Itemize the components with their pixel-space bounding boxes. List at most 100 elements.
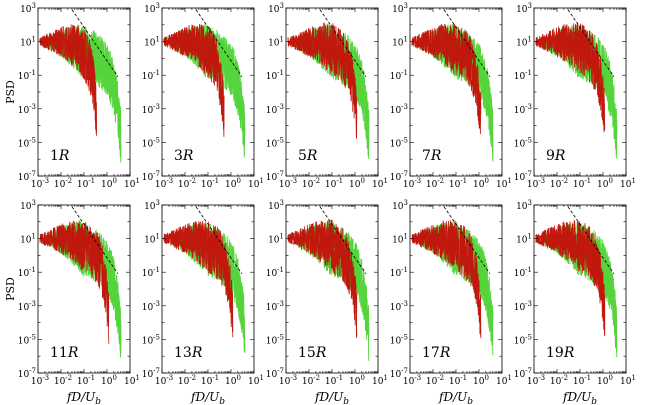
reference-line: [443, 9, 491, 78]
series-red: [287, 22, 358, 138]
x-tick-label: 10-3: [31, 374, 49, 387]
y-tick-label: 103: [144, 2, 160, 15]
y-tick-label: 101: [20, 233, 36, 246]
y-tick-label: 10-5: [390, 136, 408, 149]
y-tick-label: 10-3: [514, 300, 532, 313]
y-tick-label: 101: [144, 36, 160, 49]
x-tick-label: 10-3: [155, 177, 173, 190]
reference-line: [195, 206, 243, 275]
y-tick-label: 10-1: [390, 69, 408, 82]
plot-area: [535, 206, 618, 358]
y-tick-label: 103: [268, 2, 284, 15]
series-red: [411, 220, 482, 339]
x-tick-label: 101: [496, 374, 512, 387]
plot-area: [411, 9, 494, 162]
panel-label: 17R: [422, 345, 451, 361]
y-tick-label: 103: [516, 199, 532, 212]
x-tick-label: 10-2: [302, 374, 320, 387]
x-axis-label: fD/Ub: [314, 390, 349, 405]
y-tick-label: 10-5: [266, 333, 284, 346]
x-axis-label: fD/Ub: [438, 390, 473, 405]
panel-19R: 10-3 10-2 10-1 100 101 10-7 10-5 10-3 10-1 101 103…: [514, 199, 636, 405]
x-tick-label: 101: [248, 177, 264, 190]
y-tick-label: 10-7: [18, 367, 36, 380]
x-tick-label: 10-1: [449, 177, 467, 190]
y-tick-label: 10-3: [390, 300, 408, 313]
y-tick-label: 10-5: [18, 136, 36, 149]
x-tick-label: 100: [349, 374, 365, 387]
x-tick-label: 100: [101, 177, 117, 190]
y-tick-label: 10-1: [266, 69, 284, 82]
panel-15R: 10-3 10-2 10-1 100 101 10-7 10-5 10-3 10-1 101 103…: [266, 199, 388, 405]
x-tick-label: 10-2: [54, 374, 72, 387]
y-tick-label: 10-7: [390, 170, 408, 183]
x-axis-label: fD/Ub: [190, 390, 225, 405]
y-tick-label: 10-1: [142, 266, 160, 279]
panel-label: 1R: [50, 148, 70, 164]
x-tick-label: 10-3: [279, 177, 297, 190]
panel-label: 13R: [174, 345, 203, 361]
plot-area: [163, 206, 246, 353]
plot-area: [411, 206, 494, 356]
series-red: [411, 23, 482, 135]
panel-label: 9R: [546, 148, 566, 164]
y-tick-label: 10-5: [142, 333, 160, 346]
panel-label: 5R: [298, 148, 318, 164]
x-tick-label: 10-1: [201, 177, 219, 190]
plot-area: [535, 9, 618, 159]
x-tick-label: 10-3: [279, 374, 297, 387]
y-tick-label: 101: [392, 233, 408, 246]
y-tick-label: 101: [144, 233, 160, 246]
panel-5R: 10-3 10-2 10-1 100 101 10-7 10-5 10-3 10-1 101 103…: [266, 2, 388, 190]
y-tick-label: 10-3: [390, 103, 408, 116]
series-red: [287, 219, 358, 339]
series-red: [163, 24, 225, 137]
reference-line: [71, 9, 119, 78]
x-tick-label: 101: [372, 177, 388, 190]
y-axis-label: PSD: [4, 277, 17, 301]
x-tick-label: 100: [225, 177, 241, 190]
x-tick-label: 10-2: [178, 177, 196, 190]
series-red: [535, 219, 606, 337]
x-tick-label: 10-3: [527, 177, 545, 190]
x-tick-label: 101: [124, 374, 140, 387]
y-tick-label: 10-1: [514, 69, 532, 82]
series-red: [39, 221, 110, 327]
series-red: [39, 24, 97, 134]
x-tick-label: 10-2: [426, 177, 444, 190]
x-tick-label: 10-1: [573, 177, 591, 190]
y-tick-label: 10-5: [18, 333, 36, 346]
x-tick-label: 10-1: [573, 374, 591, 387]
y-tick-label: 10-3: [18, 300, 36, 313]
panel-17R: 10-3 10-2 10-1 100 101 10-7 10-5 10-3 10-1 101 103…: [390, 199, 512, 405]
x-tick-label: 100: [473, 374, 489, 387]
x-tick-label: 101: [124, 177, 140, 190]
y-tick-label: 101: [392, 36, 408, 49]
y-tick-label: 101: [268, 36, 284, 49]
x-tick-label: 100: [349, 177, 365, 190]
panel-label: 19R: [546, 345, 575, 361]
x-tick-label: 101: [496, 177, 512, 190]
y-tick-label: 10-7: [142, 367, 160, 380]
x-tick-label: 10-1: [449, 374, 467, 387]
reference-line: [567, 206, 615, 275]
x-tick-label: 10-1: [77, 374, 95, 387]
y-tick-label: 10-3: [266, 300, 284, 313]
x-axis-label: fD/Ub: [66, 390, 101, 405]
x-tick-label: 10-1: [201, 374, 219, 387]
plot-area: [287, 9, 370, 160]
y-tick-label: 101: [516, 233, 532, 246]
panel-7R: 10-3 10-2 10-1 100 101 10-7 10-5 10-3 10-1 101 103…: [390, 2, 512, 190]
x-tick-label: 10-1: [77, 177, 95, 190]
y-tick-label: 101: [20, 36, 36, 49]
y-tick-label: 101: [268, 233, 284, 246]
x-tick-label: 10-3: [31, 177, 49, 190]
panel-9R: 10-3 10-2 10-1 100 101 10-7 10-5 10-3 10-1 101 103…: [514, 2, 636, 190]
y-tick-label: 103: [392, 199, 408, 212]
y-tick-label: 10-1: [18, 69, 36, 82]
panel-1R: 10-3 10-2 10-1 100 101 10-7 10-5 10-3 10-1 101 103…: [4, 2, 140, 190]
x-tick-label: 100: [101, 374, 117, 387]
x-tick-label: 10-3: [155, 374, 173, 387]
y-tick-label: 10-1: [266, 266, 284, 279]
y-tick-label: 10-7: [514, 367, 532, 380]
